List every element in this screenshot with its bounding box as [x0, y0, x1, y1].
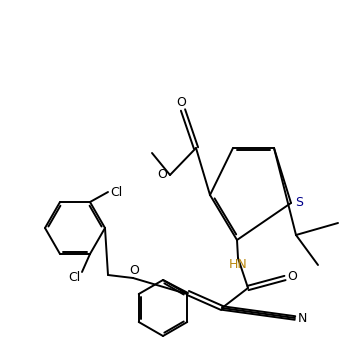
Text: O: O	[287, 269, 297, 282]
Text: Cl: Cl	[68, 271, 80, 285]
Text: O: O	[157, 168, 167, 181]
Text: HN: HN	[229, 258, 247, 271]
Text: N: N	[297, 311, 307, 324]
Text: O: O	[129, 263, 139, 276]
Text: S: S	[295, 197, 303, 209]
Text: Cl: Cl	[110, 186, 122, 198]
Text: O: O	[176, 96, 186, 109]
